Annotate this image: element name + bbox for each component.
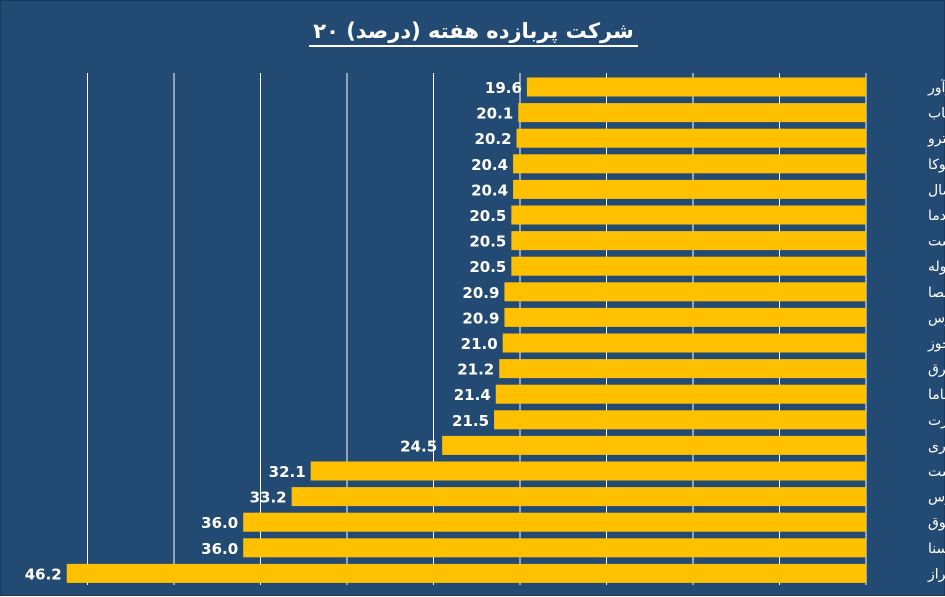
- data-labels: 19.6 20.1 20.2 20.4 20.4 20.5 20.5 20.5 20.9 20.9…: [25, 79, 522, 583]
- bar-value-label: 21.0: [461, 335, 498, 353]
- bar-value-label: 21.2: [457, 361, 494, 379]
- bar-value-label: 20.4: [471, 181, 508, 199]
- category-label: کدما: [928, 208, 945, 224]
- bar: [499, 359, 866, 379]
- category-label: وثخوز: [927, 336, 945, 352]
- bar: [291, 487, 866, 507]
- bar-value-label: 21.5: [452, 412, 489, 430]
- category-label: بکاب: [928, 106, 945, 122]
- category-label: واحصا: [928, 285, 945, 301]
- bar: [494, 410, 866, 430]
- bar-value-label: 20.5: [469, 258, 506, 276]
- bar-value-label: 20.2: [475, 130, 512, 148]
- bar-value-label: 32.1: [269, 463, 306, 481]
- category-label: پلاست: [928, 464, 945, 480]
- bar: [516, 128, 866, 148]
- bar: [526, 77, 866, 97]
- chart-title-text: ۲۰ شرکت پربازده هفته (درصد): [309, 19, 638, 47]
- bar: [495, 384, 866, 404]
- bar: [66, 563, 867, 583]
- category-label: هجرت: [928, 413, 945, 429]
- bar: [513, 154, 866, 174]
- category-label: ولراز: [927, 566, 945, 582]
- bar: [518, 103, 866, 123]
- category-label: فلوله: [928, 259, 945, 275]
- bar-value-label: 33.2: [250, 489, 287, 507]
- bar: [504, 307, 866, 327]
- bar: [243, 512, 866, 532]
- category-label: وثوق: [928, 515, 945, 531]
- gridlines: [87, 73, 867, 585]
- bar: [504, 282, 866, 302]
- category-label: کفرآور: [927, 79, 945, 96]
- bar: [511, 205, 866, 225]
- bar: [511, 231, 866, 251]
- bar: [511, 256, 866, 276]
- category-labels: کفرآور بکاب حپترو حتوکا سشمال کدما غدشت فلوله وا…: [927, 79, 945, 582]
- bar-value-label: 20.4: [471, 156, 508, 174]
- bar: [442, 435, 866, 455]
- category-label: بورس: [928, 490, 945, 506]
- bar: [243, 538, 866, 558]
- bar-value-label: 20.9: [462, 284, 499, 302]
- category-label: کشرق: [928, 362, 945, 378]
- bar-value-label: 19.6: [485, 79, 522, 97]
- bar-value-label: 20.9: [462, 309, 499, 327]
- category-label: فاما: [928, 387, 945, 403]
- category-label: غدشت: [928, 234, 945, 250]
- bar-value-label: 20.5: [469, 207, 506, 225]
- bar-value-label: 20.5: [469, 233, 506, 251]
- category-label: حتوکا: [928, 157, 945, 173]
- bar: [502, 333, 866, 353]
- bar-value-label: 36.0: [201, 540, 238, 558]
- chart-title: ۲۰ شرکت پربازده هفته (درصد): [1, 19, 945, 47]
- bar-value-label: 20.1: [476, 105, 513, 123]
- bar: [513, 179, 866, 199]
- bar-value-label: 36.0: [201, 514, 238, 532]
- bar-value-label: 21.4: [454, 386, 491, 404]
- category-label: ساذری: [928, 438, 945, 454]
- category-label: ثزاگرس: [928, 309, 945, 326]
- bars: [66, 77, 867, 583]
- category-label: سشمال: [928, 182, 945, 198]
- bar-value-label: 24.5: [400, 437, 437, 455]
- category-label: حپترو: [927, 131, 945, 147]
- bar: [310, 461, 866, 481]
- category-label: وسنا: [928, 541, 945, 557]
- bar-value-label: 46.2: [25, 565, 62, 583]
